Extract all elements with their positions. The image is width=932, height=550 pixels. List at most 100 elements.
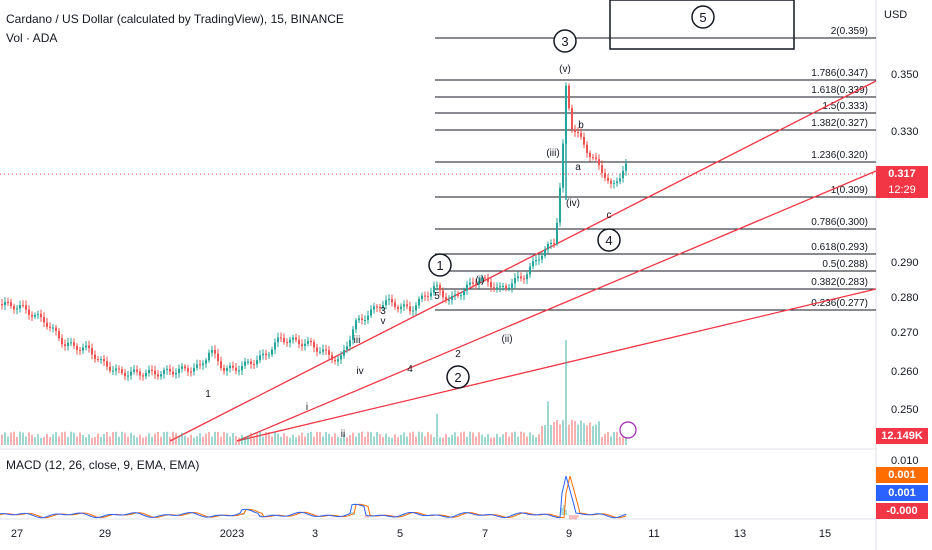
volume-bar	[487, 434, 489, 445]
volume-bar	[154, 433, 156, 445]
candle-body	[187, 368, 189, 372]
volume-bar	[403, 432, 405, 445]
candle-body	[553, 242, 555, 244]
volume-bar	[88, 434, 90, 445]
candle-body	[616, 181, 618, 184]
candle-body	[139, 371, 141, 376]
volume-bar	[55, 432, 57, 445]
candle-body	[196, 364, 198, 368]
volume-bar	[172, 431, 174, 445]
volume-bar	[550, 424, 552, 445]
candle-body	[349, 339, 351, 347]
candle-body	[19, 305, 21, 309]
candle-body	[445, 297, 447, 301]
candle-body	[496, 287, 498, 290]
candle-body	[547, 244, 549, 250]
candle-body	[115, 368, 117, 371]
fib-level-label: 1.5(0.333)	[822, 101, 868, 112]
volume-bar	[73, 432, 75, 445]
volume-bar	[559, 424, 561, 445]
volume-bar	[457, 436, 459, 445]
volume-bar	[16, 436, 18, 445]
wave-circle-marker	[691, 5, 715, 29]
candle-body	[259, 355, 261, 361]
volume-bar	[4, 432, 6, 445]
volume-bar	[427, 432, 429, 445]
y-tick-label: 0.270	[891, 327, 919, 339]
candle-body	[580, 133, 582, 137]
candle-body	[427, 296, 429, 298]
candle-body	[247, 361, 249, 363]
x-tick-label: 15	[818, 528, 832, 540]
candle-body	[313, 342, 315, 348]
volume-bar	[355, 436, 357, 445]
volume-bar	[463, 431, 465, 445]
volume-bar	[523, 432, 525, 445]
volume-bar	[226, 433, 228, 445]
candle-body	[217, 353, 219, 362]
candle-body	[517, 276, 519, 279]
volume-bar	[406, 436, 408, 445]
candle-body	[490, 281, 492, 288]
volume-bar	[601, 436, 603, 445]
flash-icon	[619, 421, 637, 439]
volume-bar	[31, 434, 33, 445]
candle-body	[7, 301, 9, 303]
volume-bar	[25, 436, 27, 445]
volume-bar	[442, 437, 444, 445]
macd-line-badge: 0.001	[876, 485, 928, 501]
candle-body	[10, 302, 12, 307]
volume-bar	[145, 436, 147, 445]
candle-body	[607, 177, 609, 181]
volume-bar	[265, 431, 267, 445]
candle-body	[232, 365, 234, 368]
x-tick-label: 7	[481, 528, 489, 540]
volume-bar	[298, 435, 300, 445]
volume-bar	[421, 432, 423, 445]
volume-bar	[268, 431, 270, 445]
volume-bar	[235, 435, 237, 445]
candle-body	[493, 287, 495, 290]
volume-bar	[376, 432, 378, 445]
trend-line	[169, 80, 877, 442]
fib-level-label: 0.5(0.288)	[822, 259, 868, 270]
candle-body	[250, 361, 252, 365]
candle-body	[130, 371, 132, 376]
candle-body	[67, 342, 69, 347]
candle-body	[595, 157, 597, 160]
candle-body	[106, 361, 108, 367]
candle-body	[562, 143, 564, 188]
volume-bar	[343, 434, 345, 445]
volume-bar	[169, 436, 171, 445]
candle-body	[265, 353, 267, 356]
volume-bar	[307, 433, 309, 445]
volume-bar	[313, 436, 315, 445]
candle-body	[361, 318, 363, 320]
volume-bar	[508, 436, 510, 445]
volume-bar	[196, 436, 198, 445]
wave-label: 4	[407, 364, 413, 375]
volume-bar	[526, 436, 528, 445]
candle-body	[466, 284, 468, 291]
candle-body	[334, 359, 336, 362]
volume-bar	[301, 432, 303, 445]
volume-bar	[13, 431, 15, 445]
volume-bar	[532, 434, 534, 445]
y-tick-label: 0.260	[891, 366, 919, 378]
volume-bar	[496, 433, 498, 445]
volume-bar	[46, 433, 48, 445]
volume-bar	[586, 425, 588, 445]
candle-body	[343, 349, 345, 356]
volume-bar	[484, 437, 486, 445]
x-tick-label: 13	[733, 528, 747, 540]
wave-label: b	[578, 120, 584, 131]
candle-body	[118, 368, 120, 370]
volume-bar	[385, 433, 387, 445]
candle-body	[229, 365, 231, 369]
volume-bar	[70, 431, 72, 445]
fib-level-label: 0.236(0.277)	[811, 298, 868, 309]
volume-bar	[10, 432, 12, 445]
volume-bar	[391, 437, 393, 445]
